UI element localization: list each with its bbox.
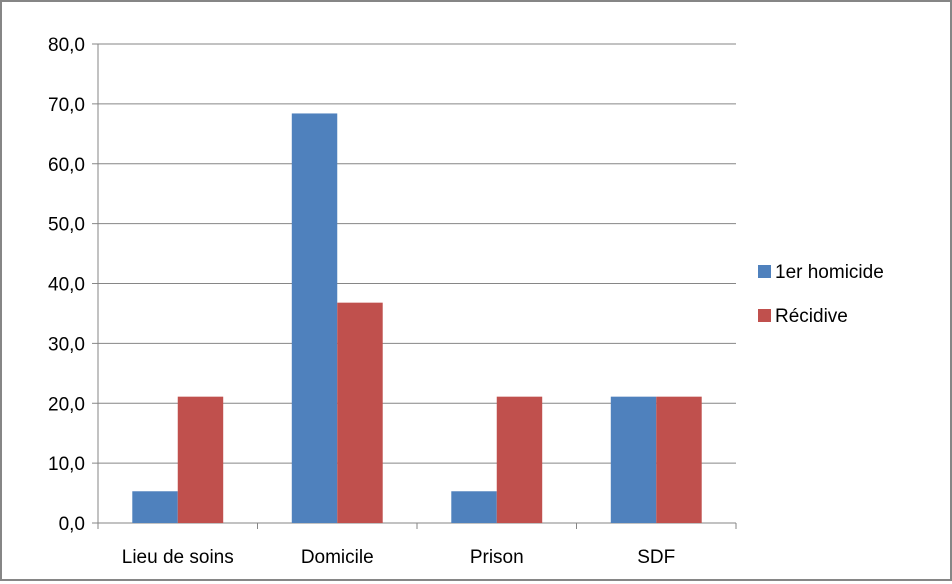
- x-axis: Lieu de soins Domicile Prison SDF: [97, 522, 737, 568]
- y-tick-label: 60,0: [48, 155, 85, 176]
- bar: [496, 396, 543, 523]
- y-tick-label: 0,0: [59, 514, 85, 535]
- legend-label: 1er homicide: [775, 262, 884, 283]
- bar: [177, 396, 224, 523]
- bar: [132, 491, 178, 523]
- y-tick-label: 20,0: [48, 394, 85, 415]
- y-tick-label: 70,0: [48, 95, 85, 116]
- legend-swatch: [758, 309, 771, 322]
- x-tick-label: Lieu de soins: [122, 547, 234, 568]
- y-axis: 0,0 10,0 20,0 30,0 40,0 50,0 60,0 70,0 80,0: [48, 35, 99, 535]
- legend-swatch: [758, 265, 771, 278]
- x-tick-label: Domicile: [301, 547, 374, 568]
- legend: 1er homicide Récidive: [758, 262, 884, 327]
- y-tick-label: 30,0: [48, 334, 85, 355]
- y-tick-label: 80,0: [48, 35, 85, 56]
- x-tick-label: SDF: [637, 547, 675, 568]
- y-tick-label: 40,0: [48, 275, 85, 296]
- bar: [610, 396, 657, 523]
- bar: [337, 302, 383, 523]
- bars: [132, 113, 702, 523]
- y-tick-label: 10,0: [48, 454, 85, 475]
- legend-label: Récidive: [775, 306, 848, 327]
- x-tick-label: Prison: [470, 547, 524, 568]
- bar: [656, 396, 702, 523]
- bar: [291, 113, 338, 523]
- y-tick-label: 50,0: [48, 215, 85, 236]
- bar: [451, 491, 497, 523]
